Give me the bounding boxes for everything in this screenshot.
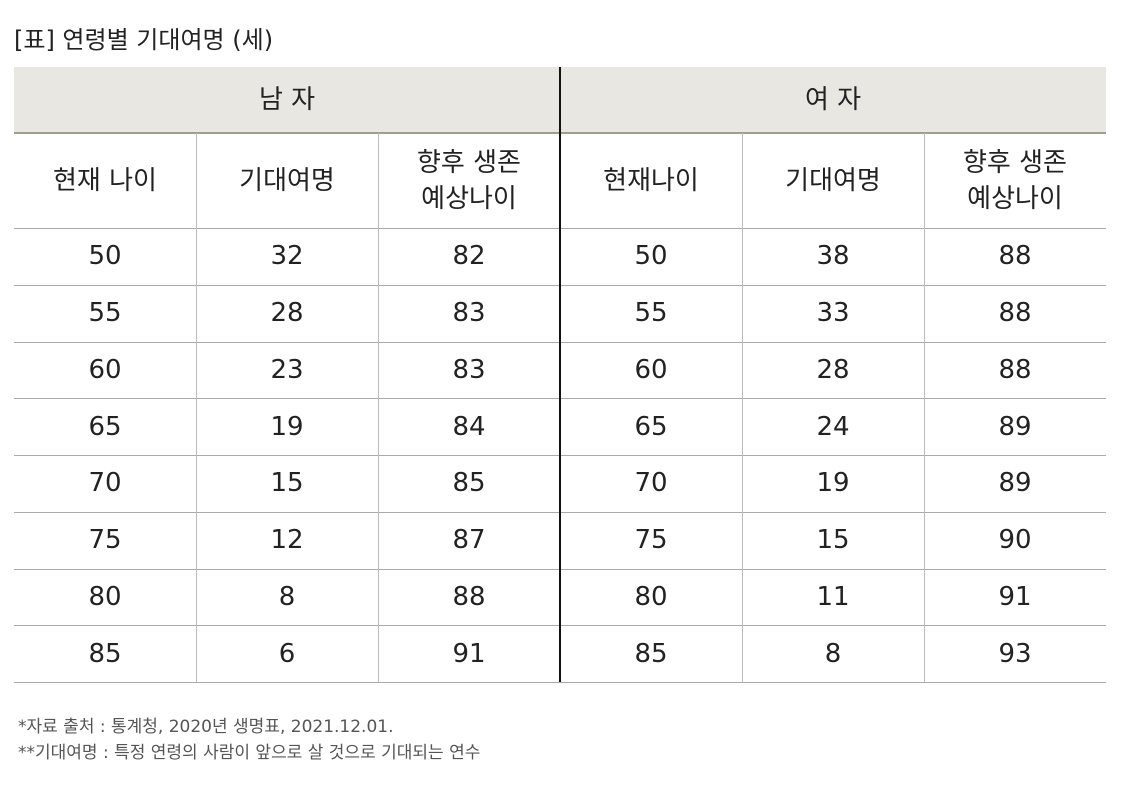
table-cell: 93 (998, 638, 1032, 669)
table-cell: 70 (634, 468, 668, 499)
table-cell: 90 (998, 525, 1032, 556)
table-cell: 88 (998, 354, 1032, 385)
group-divider (559, 67, 561, 682)
table-title: [표] 연령별 기대여명 (세) (14, 26, 274, 54)
table-cell: 60 (88, 354, 122, 385)
header-line: 예상나이 (967, 183, 1063, 214)
header-line: 기대여명 (239, 165, 335, 196)
table-cell: 50 (634, 241, 668, 272)
table-cell: 55 (88, 298, 122, 329)
table-cell: 33 (816, 298, 850, 329)
column-header: 기대여명 (196, 133, 378, 228)
column-rule (196, 133, 197, 682)
table-cell: 60 (634, 354, 668, 385)
table-cell: 8 (824, 638, 842, 669)
table-cell: 89 (998, 468, 1032, 499)
table-cell: 65 (88, 411, 122, 442)
table-cell: 12 (270, 525, 304, 556)
column-rule (378, 133, 379, 682)
header-line: 향후 생존 (963, 147, 1067, 178)
table-cell: 50 (88, 241, 122, 272)
header-line: 예상나이 (421, 183, 517, 214)
table-cell: 85 (634, 638, 668, 669)
table-cell: 55 (634, 298, 668, 329)
table-cell: 87 (452, 525, 486, 556)
table-cell: 32 (270, 241, 304, 272)
table-cell: 85 (88, 638, 122, 669)
table-cell: 15 (270, 468, 304, 499)
table-cell: 11 (816, 581, 850, 612)
table-cell: 19 (816, 468, 850, 499)
table-cell: 89 (998, 411, 1032, 442)
table-cell: 23 (270, 354, 304, 385)
table-cell: 38 (816, 241, 850, 272)
group-header: 여 자 (804, 85, 862, 115)
footnote: **기대여명 : 특정 연령의 사람이 앞으로 살 것으로 기대되는 연수 (18, 743, 481, 763)
row-rule (14, 682, 1106, 683)
group-header: 남 자 (258, 85, 316, 115)
table-cell: 91 (452, 638, 486, 669)
header-line: 현재 나이 (53, 165, 157, 196)
table-cell: 84 (452, 411, 486, 442)
table-cell: 83 (452, 354, 486, 385)
table-cell: 65 (634, 411, 668, 442)
table-cell: 8 (278, 581, 296, 612)
table-cell: 85 (452, 468, 486, 499)
table-cell: 82 (452, 241, 486, 272)
table-cell: 70 (88, 468, 122, 499)
column-header: 현재 나이 (14, 133, 196, 228)
table-cell: 15 (816, 525, 850, 556)
table-cell: 83 (452, 298, 486, 329)
table-cell: 6 (278, 638, 296, 669)
column-rule (924, 133, 925, 682)
table-cell: 88 (452, 581, 486, 612)
table-cell: 80 (634, 581, 668, 612)
table-cell: 91 (998, 581, 1032, 612)
header-line: 향후 생존 (417, 147, 521, 178)
footnote: *자료 출처 : 통계청, 2020년 생명표, 2021.12.01. (18, 717, 394, 737)
table-cell: 24 (816, 411, 850, 442)
table-cell: 80 (88, 581, 122, 612)
table-cell: 88 (998, 241, 1032, 272)
column-header: 기대여명 (742, 133, 924, 228)
table-cell: 28 (816, 354, 850, 385)
table-cell: 75 (88, 525, 122, 556)
column-header: 현재나이 (560, 133, 742, 228)
table-cell: 75 (634, 525, 668, 556)
table-cell: 88 (998, 298, 1032, 329)
header-line: 기대여명 (785, 165, 881, 196)
header-line: 현재나이 (603, 165, 699, 196)
column-rule (742, 133, 743, 682)
table-cell: 28 (270, 298, 304, 329)
table-cell: 19 (270, 411, 304, 442)
